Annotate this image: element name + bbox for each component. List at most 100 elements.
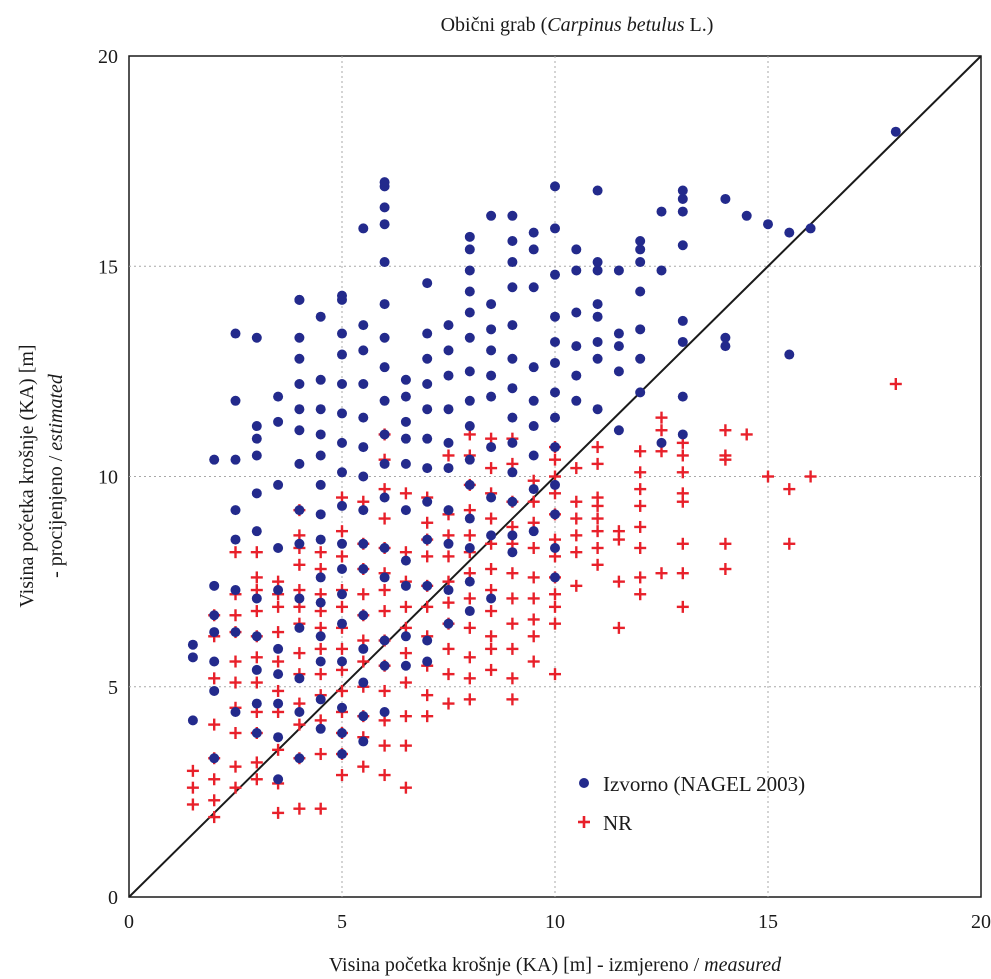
nr-point <box>208 718 221 731</box>
nagel-point <box>677 193 688 204</box>
nagel-point <box>486 345 497 356</box>
nr-point <box>463 592 476 605</box>
nagel-point <box>337 618 347 629</box>
nr-point <box>442 596 455 609</box>
nr-point <box>591 457 604 470</box>
nr-point <box>676 487 689 500</box>
nr-point <box>421 600 434 613</box>
nagel-point <box>464 576 475 587</box>
nagel-point <box>635 236 646 247</box>
nagel-point <box>273 416 284 427</box>
nr-point <box>463 529 476 542</box>
nagel-point <box>400 631 411 642</box>
nr-point <box>336 525 348 538</box>
nagel-point <box>251 433 262 444</box>
nr-point <box>527 592 540 605</box>
legend-plus-marker-icon <box>578 816 590 828</box>
nagel-point <box>358 677 369 688</box>
nr-point <box>570 579 583 592</box>
nagel-point <box>337 702 347 713</box>
nagel-point <box>656 206 667 217</box>
nagel-point <box>358 736 369 747</box>
nagel-point <box>422 635 433 646</box>
nagel-point <box>251 488 262 499</box>
y-tick-label: 15 <box>98 256 118 278</box>
nagel-point <box>486 370 497 381</box>
nagel-point <box>273 542 284 553</box>
nr-point <box>208 773 221 786</box>
nr-point <box>442 668 455 681</box>
y-axis-label-line2-italic: estimated <box>45 373 67 451</box>
nagel-point <box>464 286 475 297</box>
chart-title-suffix: L.) <box>685 14 714 36</box>
nagel-point <box>379 706 390 717</box>
nr-point <box>314 642 327 655</box>
nr-point <box>357 588 370 601</box>
nr-point <box>612 621 625 634</box>
nr-point <box>399 647 412 660</box>
nr-point <box>186 798 199 811</box>
nagel-point <box>784 349 795 360</box>
nr-point <box>378 769 391 782</box>
nagel-point <box>443 585 454 596</box>
nagel-point <box>592 336 603 347</box>
nagel-point <box>400 391 411 402</box>
nagel-point <box>230 585 241 596</box>
nagel-point <box>337 500 347 511</box>
y-axis-label-line2: - procijenjeno / estimated <box>45 373 67 578</box>
nagel-point <box>337 378 347 389</box>
nagel-point <box>379 202 390 213</box>
nagel-point <box>528 282 539 293</box>
nagel-point <box>294 593 305 604</box>
nr-point <box>591 512 604 525</box>
nagel-point <box>464 231 475 242</box>
nr-point <box>676 449 689 462</box>
nagel-point <box>422 278 433 289</box>
nagel-point <box>741 210 752 221</box>
nagel-point <box>507 320 518 331</box>
nagel-point <box>294 404 305 415</box>
nagel-point <box>400 505 411 516</box>
nagel-point <box>592 185 603 196</box>
nagel-point <box>315 509 326 520</box>
nagel-point <box>550 412 560 423</box>
nagel-point <box>528 244 539 255</box>
legend-label-nagel: Izvorno (NAGEL 2003) <box>603 772 805 796</box>
nagel-point <box>358 711 369 722</box>
nagel-point <box>358 564 369 575</box>
nagel-point <box>464 606 475 617</box>
nr-point <box>442 550 455 563</box>
nagel-point <box>379 458 390 469</box>
nagel-point <box>550 442 560 453</box>
nr-point <box>591 441 604 454</box>
nr-point <box>272 626 285 639</box>
nagel-point <box>677 429 688 440</box>
nr-point <box>527 571 540 584</box>
nagel-point <box>187 639 198 650</box>
nr-point <box>527 655 540 668</box>
nagel-point <box>273 479 284 490</box>
nr-point <box>719 424 732 437</box>
nagel-point <box>379 572 390 583</box>
nr-point <box>250 676 263 689</box>
nagel-point <box>315 429 326 440</box>
nagel-point <box>422 328 433 339</box>
nagel-point <box>294 458 305 469</box>
nr-point <box>357 760 370 773</box>
nagel-point <box>464 479 475 490</box>
nr-point <box>612 525 625 538</box>
nagel-point <box>315 572 326 583</box>
nr-point <box>229 676 242 689</box>
nagel-point <box>422 378 433 389</box>
nagel-point <box>400 458 411 469</box>
nagel-point <box>230 395 241 406</box>
nr-point <box>293 558 306 571</box>
nr-point <box>634 445 647 458</box>
nagel-point <box>379 177 390 188</box>
x-tick-label: 20 <box>971 911 991 933</box>
nagel-point <box>443 404 454 415</box>
nagel-point <box>464 332 475 343</box>
nr-point <box>272 600 285 613</box>
nr-point <box>208 794 221 807</box>
